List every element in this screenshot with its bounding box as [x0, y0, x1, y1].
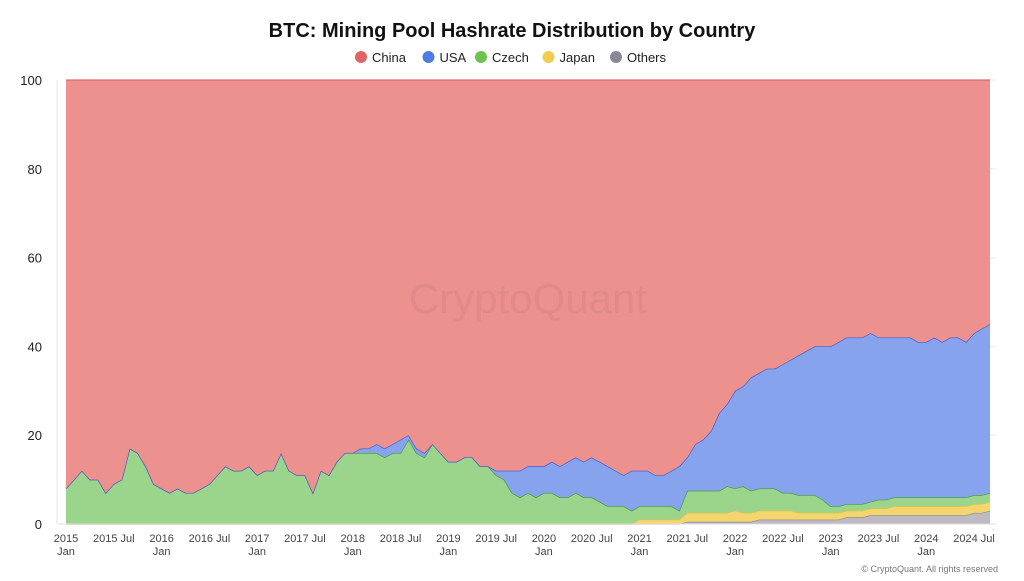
x-tick-sublabel: Jan [822, 546, 840, 558]
legend-label: Others [627, 50, 667, 65]
x-tick-label: 2021 Jul [667, 533, 709, 545]
x-tick-label: 2019 [436, 533, 460, 545]
watermark: CryptoQuant [409, 275, 647, 322]
x-tick-label: 2020 [532, 533, 556, 545]
legend-label: China [372, 50, 407, 65]
x-tick-label: 2016 [149, 533, 173, 545]
x-tick-sublabel: Jan [917, 546, 935, 558]
x-tick-label: 2023 [818, 533, 842, 545]
y-tick-label: 40 [28, 339, 42, 354]
y-tick-label: 60 [28, 251, 42, 266]
legend: China USA Czech Japan Others [355, 50, 667, 65]
legend-item-china[interactable]: China [355, 50, 407, 65]
x-tick-label: 2015 [54, 533, 78, 545]
legend-dot-icon [610, 51, 622, 63]
legend-dot-icon [542, 51, 555, 63]
y-tick-label: 80 [28, 162, 42, 177]
legend-dot-icon [475, 51, 487, 63]
legend-label: Czech [492, 50, 529, 65]
x-tick-sublabel: Jan [535, 546, 553, 558]
area-czech [66, 439, 990, 524]
x-tick-label: 2021 [627, 533, 651, 545]
x-tick-label: 2018 Jul [380, 533, 422, 545]
y-tick-label: 100 [20, 73, 42, 88]
legend-dot-icon [355, 51, 367, 63]
copyright: © CryptoQuant. All rights reserved [861, 564, 998, 574]
y-tick-label: 0 [35, 517, 42, 532]
x-tick-sublabel: Jan [248, 546, 266, 558]
x-tick-label: 2017 [245, 533, 269, 545]
x-tick-sublabel: Jan [344, 546, 362, 558]
legend-label: Japan [560, 50, 595, 65]
x-tick-sublabel: Jan [726, 546, 744, 558]
x-tick-label: 2020 Jul [571, 533, 613, 545]
x-tick-sublabel: Jan [153, 546, 171, 558]
series-areas [58, 79, 996, 525]
legend-item-usa[interactable]: USA [422, 50, 467, 65]
legend-item-others[interactable]: Others [610, 50, 667, 65]
area-japan [66, 501, 990, 524]
x-tick-label: 2022 Jul [762, 533, 804, 545]
x-tick-label: 2016 Jul [189, 533, 231, 545]
x-tick-label: 2018 [341, 533, 365, 545]
y-tick-label: 20 [28, 428, 42, 443]
legend-label: USA [440, 50, 467, 65]
x-tick-label: 2024 [914, 533, 938, 545]
y-axis: 0 20 40 60 80 100 [20, 73, 58, 532]
area-others [66, 510, 990, 524]
x-tick-label: 2023 Jul [858, 533, 900, 545]
chart-title: BTC: Mining Pool Hashrate Distribution b… [269, 20, 757, 42]
x-tick-label: 2022 [723, 533, 747, 545]
area-usa [66, 324, 990, 511]
x-tick-label: 2015 Jul [93, 533, 135, 545]
area-china [66, 80, 990, 493]
x-tick-sublabel: Jan [439, 546, 457, 558]
x-tick-sublabel: Jan [57, 546, 75, 558]
legend-item-japan[interactable]: Japan [542, 50, 595, 65]
x-tick-label: 2019 Jul [475, 533, 517, 545]
x-tick-label: 2024 Jul [953, 533, 995, 545]
legend-dot-icon [422, 51, 435, 63]
legend-item-czech[interactable]: Czech [475, 50, 529, 65]
x-tick-label: 2017 Jul [284, 533, 326, 545]
x-tick-sublabel: Jan [631, 546, 649, 558]
